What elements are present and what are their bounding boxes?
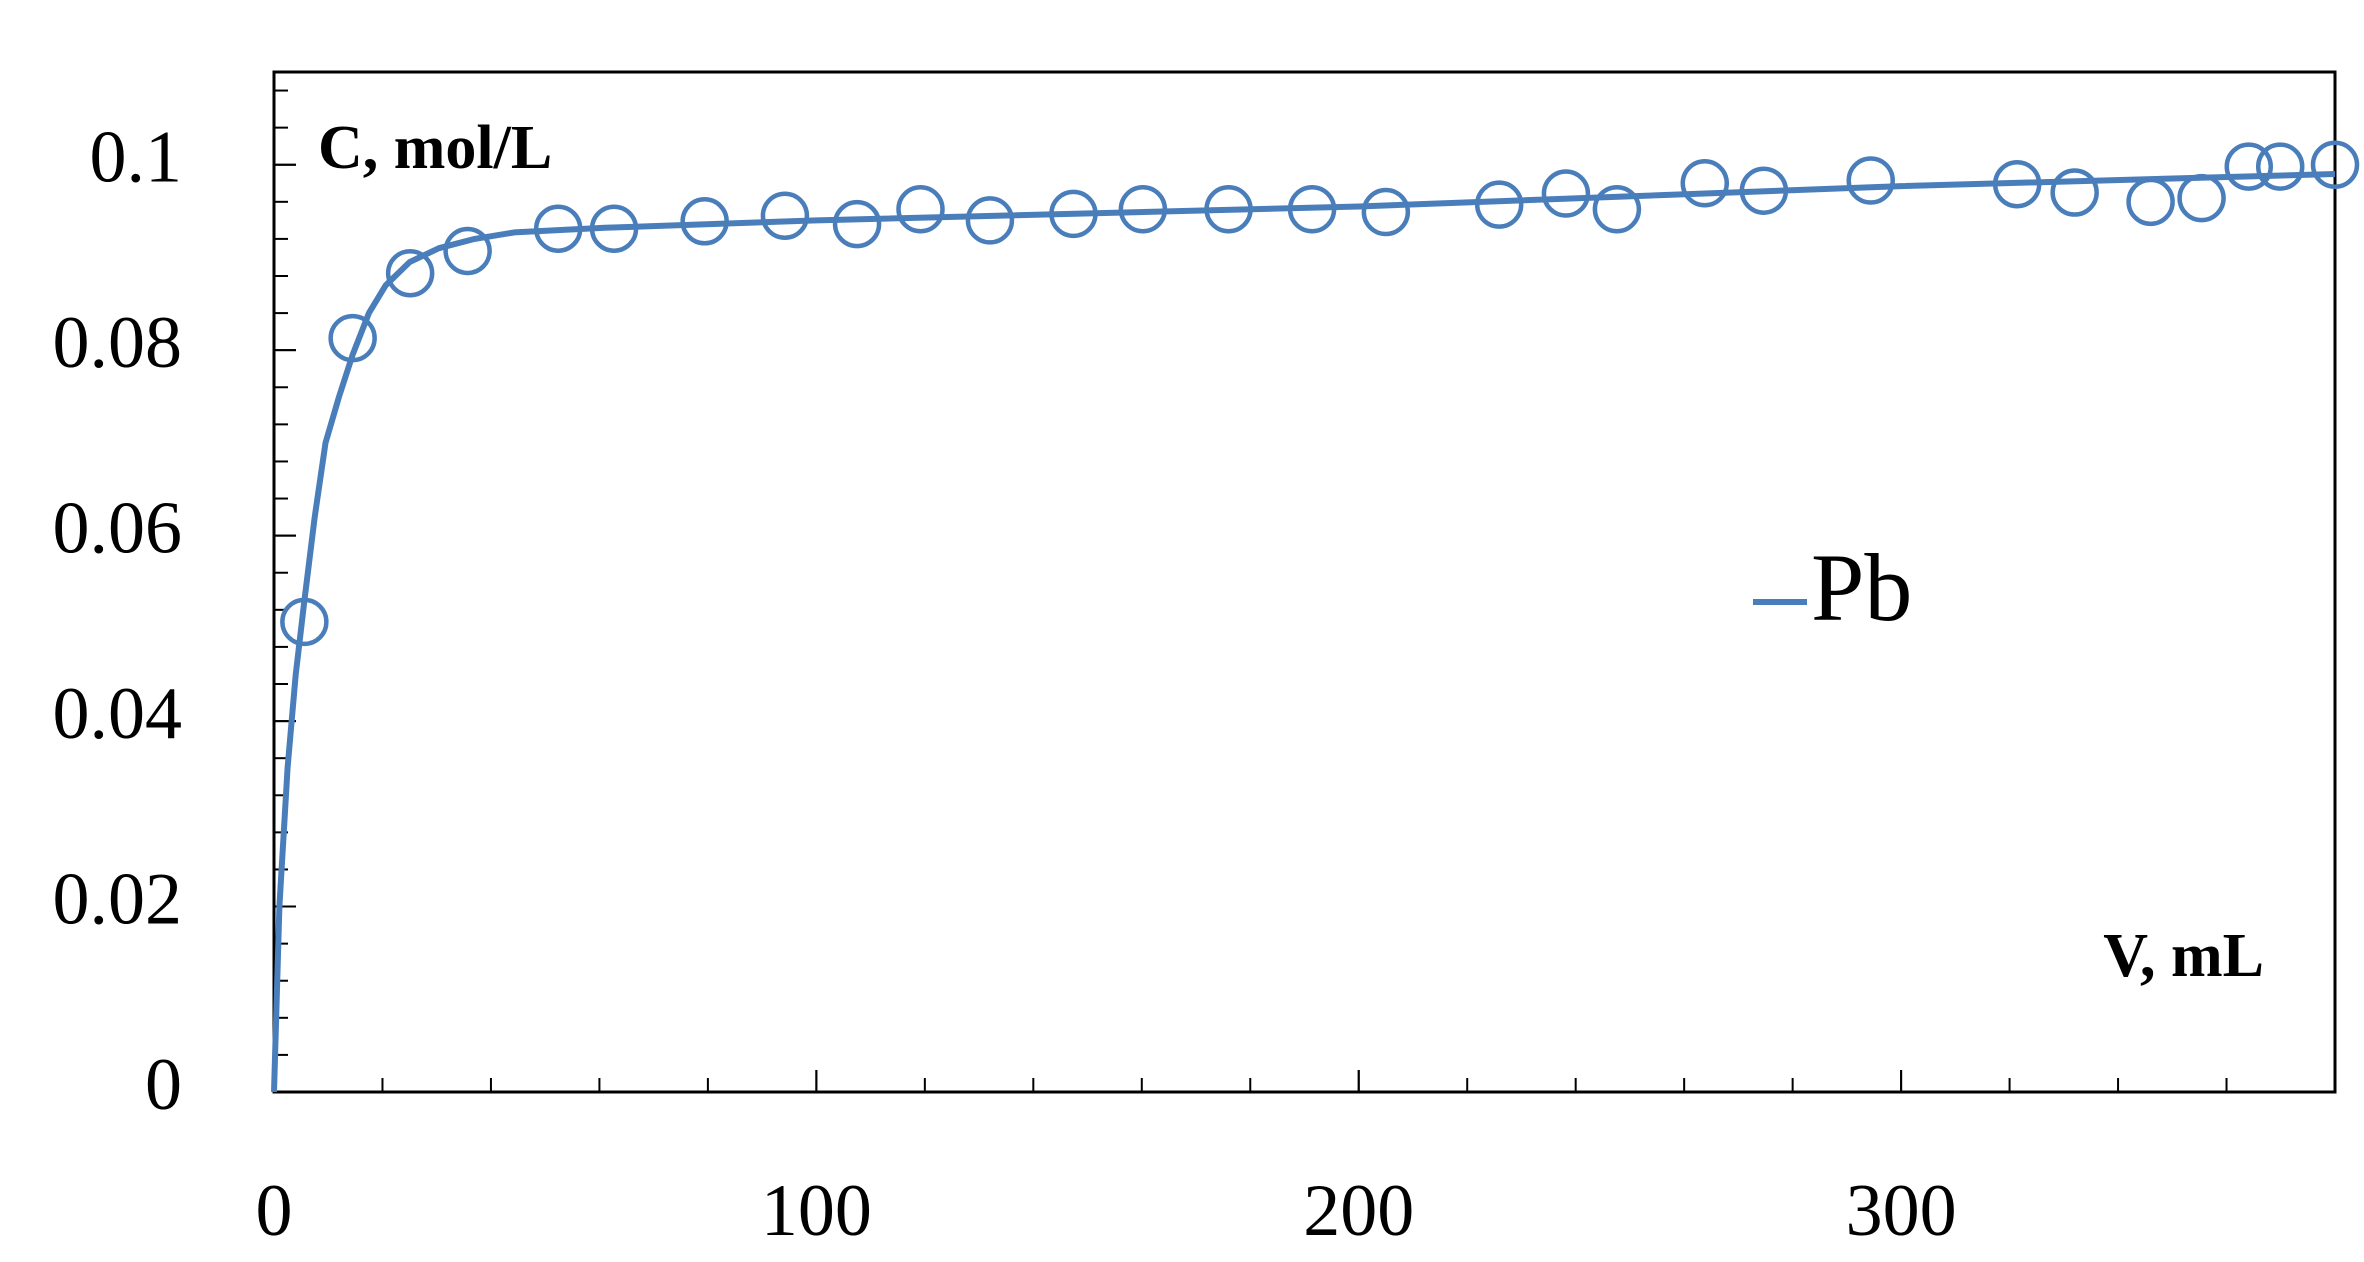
x-tick-label: 0 [256,1170,293,1252]
data-point [1592,184,1642,234]
y-tick-label: 0.08 [53,302,183,384]
data-point [1846,156,1895,205]
x-tick-label: 200 [1303,1170,1414,1252]
data-point [2177,173,2226,223]
y-tick-label: 0.02 [53,859,183,941]
y-axis-label: C, mol/L [318,114,552,182]
data-point [1474,180,1524,229]
plot-frame [272,70,2337,1094]
data-point [760,191,810,240]
data-point [533,204,583,253]
data-point [2126,177,2175,227]
x-tick-label: 100 [761,1170,872,1252]
data-point [280,597,329,647]
data-point [2255,142,2305,191]
data-point [1541,169,1591,218]
data-point [1992,159,2042,209]
data-point [2050,168,2099,217]
x-axis-label: V, mL [2103,922,2264,990]
y-tick-label: 0.06 [53,488,183,570]
data-point [443,226,492,276]
data-point [1739,166,1789,215]
data-point [328,313,377,363]
data-point [1118,184,1168,234]
y-tick-label: 0 [145,1044,182,1126]
data-point [896,184,945,234]
fit-line [271,171,2336,1093]
data-point [589,204,639,253]
data-point [2224,142,2274,191]
data-point [2310,140,2360,189]
data-point [1204,184,1253,234]
data-point [385,248,435,298]
data-point [832,199,882,249]
data-point [1680,159,1730,208]
data-point [965,196,1015,245]
data-point [1361,187,1411,237]
data-point [1287,184,1337,234]
y-tick-label: 0.04 [53,673,183,755]
y-tick-label: 0.1 [90,117,183,199]
x-tick-label: 300 [1846,1170,1957,1252]
data-point [1049,189,1098,239]
data-point [680,197,729,246]
legend-label: Pb [1811,534,1912,641]
